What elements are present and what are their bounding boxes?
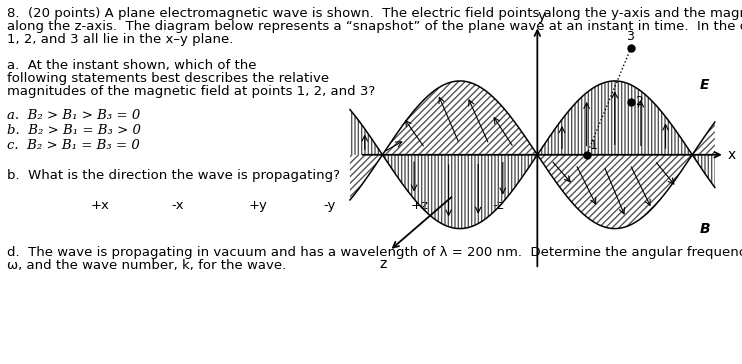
Text: 2: 2 — [635, 95, 643, 108]
Text: x: x — [727, 148, 735, 162]
Text: along the z-axis.  The diagram below represents a “snapshot” of the plane wave a: along the z-axis. The diagram below repr… — [7, 20, 742, 33]
Text: 8.  (20 points) A plane electromagnetic wave is shown.  The electric field point: 8. (20 points) A plane electromagnetic w… — [7, 7, 742, 20]
Text: a.  At the instant shown, which of the: a. At the instant shown, which of the — [7, 59, 257, 72]
Text: y: y — [537, 9, 545, 23]
Text: -x: -x — [171, 199, 184, 212]
Text: a.  B₂ > B₁ > B₃ = 0: a. B₂ > B₁ > B₃ = 0 — [7, 109, 140, 122]
Text: c.  B₂ > B₁ = B₃ = 0: c. B₂ > B₁ = B₃ = 0 — [7, 139, 139, 152]
Text: +z: +z — [411, 199, 429, 212]
Text: B: B — [700, 222, 711, 236]
Text: +y: +y — [249, 199, 267, 212]
Text: ω, and the wave number, k, for the wave.: ω, and the wave number, k, for the wave. — [7, 259, 286, 272]
Text: -y: -y — [324, 199, 336, 212]
Text: b.  What is the direction the wave is propagating?: b. What is the direction the wave is pro… — [7, 169, 340, 182]
Text: -z: -z — [492, 199, 504, 212]
Text: E: E — [700, 78, 709, 92]
Text: 1, 2, and 3 all lie in the x–y plane.: 1, 2, and 3 all lie in the x–y plane. — [7, 33, 234, 46]
Text: following statements best describes the relative: following statements best describes the … — [7, 72, 329, 85]
Text: +x: +x — [91, 199, 109, 212]
Text: b.  B₂ > B₁ = B₃ > 0: b. B₂ > B₁ = B₃ > 0 — [7, 124, 141, 137]
Text: 1: 1 — [590, 139, 598, 152]
Text: d.  The wave is propagating in vacuum and has a wavelength of λ = 200 nm.  Deter: d. The wave is propagating in vacuum and… — [7, 246, 742, 259]
Text: z: z — [380, 257, 387, 271]
Text: 3: 3 — [626, 30, 634, 43]
Text: magnitudes of the magnetic field at points 1, 2, and 3?: magnitudes of the magnetic field at poin… — [7, 85, 375, 98]
